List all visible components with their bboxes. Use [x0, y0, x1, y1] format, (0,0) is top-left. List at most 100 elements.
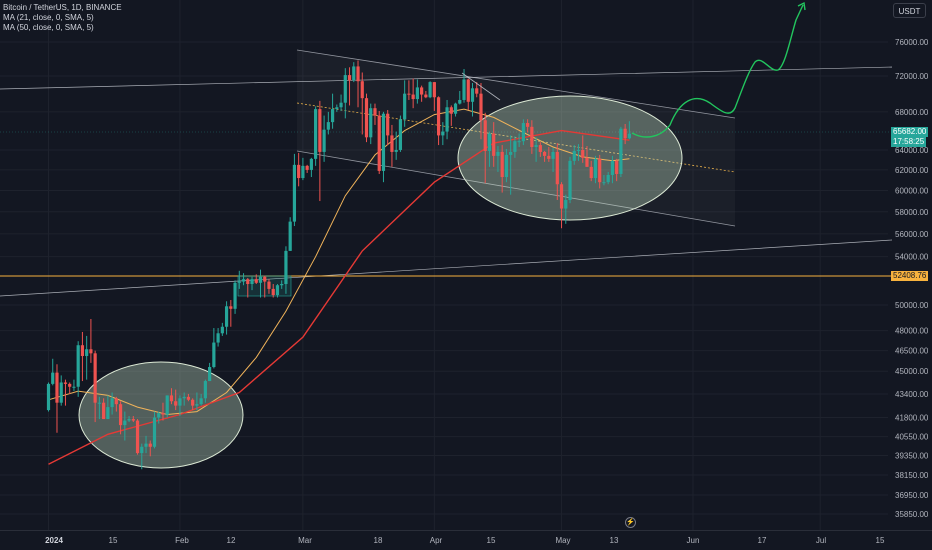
moving-averages	[48, 108, 630, 465]
candle	[46, 382, 51, 412]
candle	[68, 382, 72, 394]
candle	[85, 335, 89, 380]
candle-body	[534, 145, 538, 148]
candle	[63, 379, 68, 406]
price-tick: 68000.00	[895, 108, 929, 117]
candle	[449, 105, 453, 126]
candle	[233, 280, 237, 314]
candle-body	[339, 102, 343, 108]
candle	[466, 78, 470, 111]
candle	[59, 375, 63, 406]
candle	[258, 269, 263, 298]
candle-body	[492, 133, 496, 156]
symbol-title[interactable]: Bitcoin / TetherUS, 1D, BINANCE	[3, 3, 122, 12]
channel-lower-line	[296, 150, 736, 227]
candle-body	[347, 75, 352, 81]
candle-body	[576, 149, 581, 151]
candle-body	[195, 404, 199, 406]
candle	[492, 122, 496, 167]
candle	[534, 137, 538, 162]
candle	[229, 300, 233, 327]
candle	[623, 123, 627, 145]
candle-body	[330, 109, 335, 123]
candle	[118, 401, 123, 435]
candle-body	[284, 250, 288, 285]
candle	[581, 135, 585, 163]
support-trendline	[0, 239, 893, 297]
candle-body	[182, 396, 186, 399]
candle	[526, 119, 530, 133]
candle	[564, 194, 568, 224]
grid	[0, 0, 888, 530]
candle	[97, 396, 101, 420]
candle-body	[335, 107, 339, 110]
date-tick: Jul	[816, 536, 826, 545]
candle-body	[322, 129, 326, 152]
currency-button[interactable]: USDT	[893, 3, 926, 18]
candle-body	[449, 107, 453, 114]
candle-body	[513, 141, 517, 152]
candle-body	[305, 165, 309, 170]
candle-body	[161, 413, 165, 415]
candle	[178, 395, 182, 417]
ma50-legend[interactable]: MA (50, close, 0, SMA, 5)	[3, 23, 94, 32]
candle-body	[140, 446, 144, 454]
candle	[297, 152, 301, 187]
candle	[602, 174, 606, 186]
price-tick: 48000.00	[895, 327, 929, 336]
candle-body	[343, 75, 347, 103]
candle-body	[504, 154, 509, 178]
candle-body	[356, 66, 360, 82]
price-tick: 36950.00	[895, 491, 929, 500]
price-tick: 60000.00	[895, 186, 929, 195]
candle	[403, 80, 407, 127]
candle	[458, 90, 462, 105]
candle-body	[157, 413, 161, 418]
candle	[182, 392, 186, 406]
candle-body	[487, 133, 492, 151]
candle-body	[114, 398, 118, 405]
candle-body	[191, 399, 195, 406]
candle-body	[263, 276, 267, 282]
candle-body	[615, 160, 619, 174]
candle-body	[89, 349, 93, 354]
candle	[203, 379, 207, 403]
candle	[106, 395, 110, 420]
candle	[89, 318, 93, 363]
price-tick: 46500.00	[895, 347, 929, 356]
date-tick: 12	[227, 536, 236, 545]
lightning-icon[interactable]: ⚡	[625, 517, 636, 528]
candle-body	[428, 82, 432, 98]
candle	[487, 131, 492, 167]
candle	[538, 142, 542, 157]
ma21-line	[48, 108, 630, 416]
candle	[186, 393, 191, 402]
time-axis[interactable]: 2024 15 Feb 12 Mar 18 Apr 15 May 13 Jun 17 Jul 15	[0, 530, 932, 546]
candle-body	[216, 333, 220, 343]
candle-body	[297, 164, 301, 179]
candle-body	[470, 88, 475, 102]
candle	[500, 145, 504, 193]
candle	[381, 111, 386, 183]
ma21-legend[interactable]: MA (21, close, 0, SMA, 5)	[3, 13, 94, 22]
candle-body	[602, 182, 606, 184]
price-tick: 40550.00	[895, 433, 929, 442]
candle-body	[479, 93, 483, 121]
candle-body	[623, 128, 627, 139]
price-tick: 43400.00	[895, 390, 929, 399]
candle-body	[369, 108, 373, 138]
price-tick: 72000.00	[895, 72, 929, 81]
annotations-front	[461, 1, 806, 138]
candle	[364, 93, 369, 143]
candle-body	[551, 151, 555, 159]
candle	[322, 115, 326, 162]
candle-body	[517, 141, 521, 143]
candle	[619, 126, 623, 178]
price-tick: 45000.00	[895, 367, 929, 376]
candle-body	[288, 221, 292, 251]
price-axis[interactable]: 76000.00 72000.00 68000.00 64000.00 62000.00…	[895, 38, 929, 519]
candle	[292, 153, 297, 227]
candle-body	[381, 113, 386, 171]
price-tick: 76000.00	[895, 38, 929, 47]
